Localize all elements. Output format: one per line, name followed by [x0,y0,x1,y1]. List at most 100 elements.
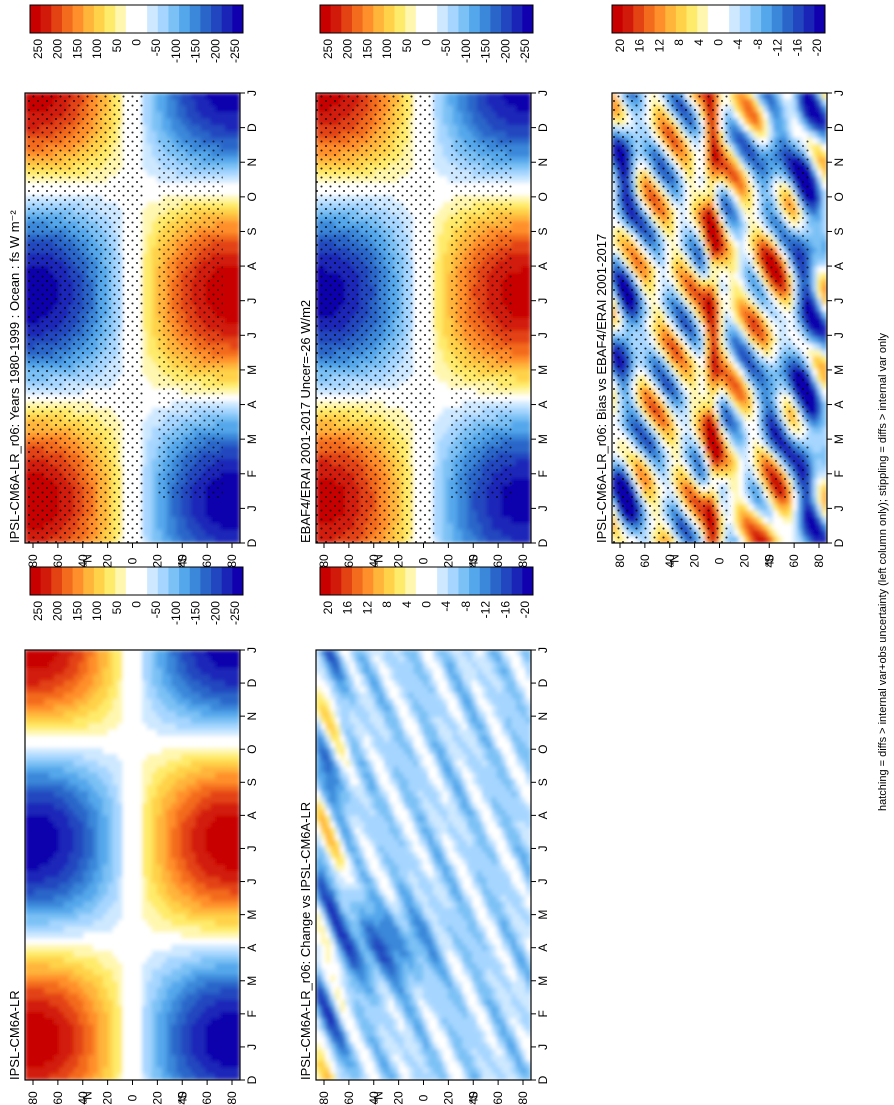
heatmap-cell [432,182,439,190]
heatmap-cell [437,459,444,467]
heatmap-cell [220,394,226,402]
stipple-region-north [25,93,144,543]
heatmap-cell [146,176,153,184]
heatmap-cell [156,529,163,537]
heatmap-cell [151,272,158,280]
heatmap-cell [151,516,158,525]
heatmap-cell [141,266,148,274]
heatmap-cell [151,279,158,287]
heatmap-cell [146,221,153,229]
heatmap-cell [200,504,207,512]
heatmap-cell [146,401,153,409]
heatmap-cell [432,446,439,454]
heatmap-cell [437,523,444,531]
heatmap-cell [225,324,231,332]
heatmap-cell [181,510,187,518]
heatmap-cell [229,246,236,255]
heatmap-cell [229,137,236,145]
stipple-region-south [158,138,223,498]
heatmap-cell [151,433,158,441]
x-tick-label: M [245,365,259,375]
heatmap-cell [151,163,158,171]
heatmap-cell [166,99,172,107]
x-tick-label: N [245,158,259,167]
heatmap-cell [437,330,444,338]
heatmap-cell [195,516,202,525]
heatmap-cell [146,240,153,248]
heatmap-cell [181,99,187,107]
heatmap-cell [437,111,444,120]
heatmap-cell [190,529,197,537]
heatmap-cell [220,471,226,480]
colorbar-swatch [200,5,212,33]
heatmap-cell [432,311,439,319]
heatmap-cell [432,536,439,543]
colorbar-swatch [211,5,223,33]
heatmap-cell [141,317,148,325]
heatmap-cell [141,446,148,454]
heatmap-cell [229,336,236,345]
heatmap-cell [141,163,148,171]
heatmap-cell [141,484,148,492]
heatmap-cell [190,497,197,505]
heatmap-cell [146,433,153,441]
heatmap-cell [225,446,231,454]
heatmap-cell [437,407,444,415]
heatmap-cell [151,407,158,415]
heatmap-cell [146,317,153,325]
heatmap-cell [161,504,168,512]
heatmap-cell [141,131,148,139]
heatmap-cell [141,516,148,525]
heatmap-cell [225,156,231,165]
heatmap-cell [141,144,148,152]
heatmap-cell [171,99,177,107]
heatmap-cell [210,510,216,518]
heatmap-cell [432,471,439,480]
heatmap-cell [146,343,153,351]
heatmap-cell [432,414,439,422]
heatmap-cell [432,375,439,383]
heatmap-cell [171,504,177,512]
heatmap-cell [225,99,231,107]
heatmap-cell [442,144,449,152]
heatmap-cell [234,446,240,454]
heatmap-cell [229,304,236,312]
x-tick-label: A [245,401,259,409]
heatmap-cell [176,99,182,107]
heatmap-cell [437,388,444,396]
heatmap-cell [141,407,148,415]
heatmap-cell [437,452,444,460]
heatmap-cell [442,124,449,132]
heatmap-cell [151,414,158,422]
heatmap-cell [432,516,439,525]
heatmap-cell [151,234,158,242]
heatmap-cell [432,246,439,255]
heatmap-cell [146,208,153,216]
heatmap-cell [432,169,439,177]
heatmap-cell [141,195,148,203]
heatmap-cell [437,317,444,325]
heatmap-cell [151,523,158,531]
heatmap-cell [220,118,226,126]
heatmap-cell [185,118,192,126]
heatmap-cell [234,491,240,499]
heatmap-cell [171,124,177,132]
heatmap-cell [229,471,236,480]
heatmap-cell [161,105,168,113]
heatmap-cell [229,414,236,422]
heatmap-cell [210,504,216,512]
heatmap-cell [234,291,240,300]
heatmap-cell [210,529,216,537]
heatmap-cell [151,349,158,357]
heatmap-cell [141,311,148,319]
heatmap-cell [234,144,240,152]
heatmap-cell [215,497,221,505]
heatmap-cell [146,105,153,113]
heatmap-cell [220,189,226,197]
heatmap-cell [437,510,444,518]
colorbar-swatch [72,5,84,33]
heatmap-cell [220,343,226,351]
heatmap-cell [437,156,444,165]
heatmap-cell [225,298,231,306]
heatmap-cell [220,536,226,543]
